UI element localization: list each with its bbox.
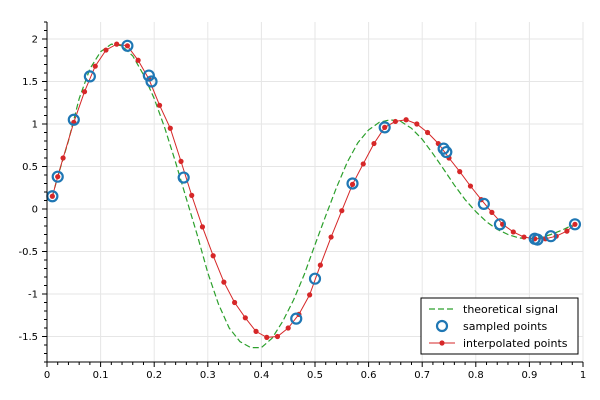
interpolated-point	[403, 117, 409, 123]
interpolated-point	[392, 118, 398, 125]
interpolated-point	[572, 221, 578, 227]
legend: theoretical signal sampled points interpol…	[420, 297, 579, 355]
y-tick-label: -0.5	[18, 247, 38, 258]
interpolated-point	[178, 158, 184, 164]
x-tick-label: 0.5	[307, 370, 323, 381]
x-tick-label: 0	[44, 370, 50, 381]
sampled-point	[440, 145, 453, 159]
interpolated-point	[424, 129, 431, 136]
sampled-point	[83, 70, 96, 83]
interpolated-point	[114, 41, 120, 47]
interpolated-point	[60, 155, 66, 161]
interpolated-point	[371, 140, 377, 147]
sampled-point	[145, 75, 158, 88]
y-tick-label: 0	[32, 205, 38, 216]
interpolated-point	[457, 169, 463, 175]
interpolated-point	[242, 315, 248, 321]
interpolated-point	[156, 102, 163, 108]
interpolated-point	[317, 262, 323, 268]
interpolated-point	[285, 325, 291, 331]
sampled-point	[477, 197, 490, 210]
interpolated-point	[339, 208, 345, 214]
theoretical-signal-line	[51, 43, 573, 349]
x-tick-label: 0.8	[468, 370, 484, 381]
sampled-point	[67, 113, 80, 126]
x-tick-label: 0.6	[361, 370, 377, 381]
x-tick-label: 0.9	[521, 370, 537, 381]
interpolated-point	[253, 328, 259, 334]
interpolated-point	[264, 334, 270, 340]
x-tick-label: 0.4	[253, 370, 269, 381]
grid	[46, 22, 584, 362]
interpolated-point	[382, 124, 388, 130]
legend-label: sampled points	[463, 320, 548, 333]
series-layer	[46, 39, 582, 349]
interpolated-point	[167, 125, 173, 131]
x-tick-label: 1	[580, 370, 586, 381]
legend-label: theoretical signal	[463, 303, 558, 316]
interpolated-point	[210, 253, 216, 259]
y-tick-label: 1	[32, 120, 38, 131]
interpolated-point	[274, 333, 281, 340]
sampled-point	[544, 230, 557, 243]
y-tick-label: 1.5	[22, 77, 38, 88]
x-tick-label: 0.7	[414, 370, 430, 381]
x-tick-label: 0.2	[146, 370, 162, 381]
sampled-point	[378, 121, 391, 134]
legend-sampled-swatch	[435, 319, 449, 333]
interpolated-point	[92, 63, 98, 69]
sampled-point	[142, 69, 155, 82]
legend-interpolated-dot	[439, 340, 445, 346]
interpolated-point	[328, 234, 334, 240]
interpolated-point	[81, 89, 88, 95]
interpolated-point	[349, 181, 356, 187]
sampled-point	[51, 170, 64, 183]
interpolated-point	[521, 234, 527, 240]
interpolated-point	[49, 193, 55, 199]
y-tick-label: -1.5	[18, 332, 38, 343]
sampled-point	[568, 218, 582, 231]
interpolated-point	[307, 292, 313, 298]
sampled-point	[121, 39, 134, 52]
x-tick-label: 0.3	[200, 370, 216, 381]
interpolated-point	[55, 174, 61, 180]
sampled-point	[177, 171, 190, 184]
sampled-point	[346, 177, 359, 190]
x-tick-label: 0.1	[93, 370, 109, 381]
interpolated-point	[103, 47, 109, 53]
interpolated-point	[124, 43, 130, 49]
sampled-point	[308, 272, 322, 285]
interpolated-point	[510, 229, 516, 235]
interpolated-point	[467, 183, 474, 189]
sampled-point	[290, 312, 303, 325]
interpolated-point	[489, 209, 495, 215]
interpolated-point	[189, 192, 195, 198]
legend-label: interpolated points	[463, 337, 568, 350]
y-tick-label: 0.5	[22, 162, 38, 173]
y-tick-label: -1	[28, 290, 38, 301]
y-tick-label: 2	[32, 35, 38, 46]
interpolated-point	[221, 279, 227, 285]
interpolated-point	[414, 121, 420, 127]
interpolated-point	[564, 228, 570, 234]
interpolated-point	[232, 299, 238, 306]
sampled-point	[531, 233, 544, 246]
interpolated-point	[135, 57, 141, 63]
interpolated-point	[360, 161, 366, 167]
interpolated-point	[199, 224, 206, 230]
axes: 0 0.1 0.2 0.3 0.4 0.5 0.6 0.7 0.8 0.9 1 -1.5 -1 -0.5 0…	[18, 21, 586, 381]
sampled-point	[493, 218, 507, 231]
